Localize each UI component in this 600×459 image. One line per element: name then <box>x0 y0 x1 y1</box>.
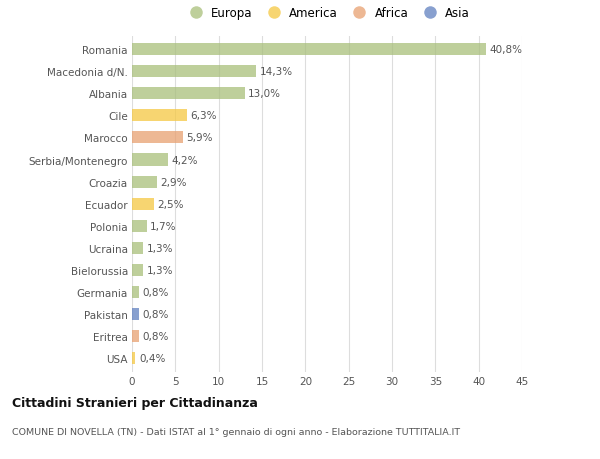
Text: 6,3%: 6,3% <box>190 111 217 121</box>
Text: 4,2%: 4,2% <box>172 155 199 165</box>
Text: 1,3%: 1,3% <box>147 243 173 253</box>
Bar <box>132 44 485 56</box>
Text: 0,8%: 0,8% <box>142 309 169 319</box>
Bar <box>132 198 154 210</box>
Text: 0,4%: 0,4% <box>139 353 166 364</box>
Text: 14,3%: 14,3% <box>259 67 293 77</box>
Text: 0,8%: 0,8% <box>142 287 169 297</box>
Bar <box>132 66 256 78</box>
Text: 2,5%: 2,5% <box>157 199 184 209</box>
Bar <box>132 308 139 320</box>
Text: 40,8%: 40,8% <box>489 45 522 55</box>
Bar <box>132 110 187 122</box>
Text: 1,7%: 1,7% <box>150 221 176 231</box>
Bar <box>132 220 147 232</box>
Bar <box>132 154 169 166</box>
Text: 2,9%: 2,9% <box>161 177 187 187</box>
Text: 1,3%: 1,3% <box>147 265 173 275</box>
Bar <box>132 353 136 364</box>
Text: 0,8%: 0,8% <box>142 331 169 341</box>
Bar <box>132 330 139 342</box>
Text: Cittadini Stranieri per Cittadinanza: Cittadini Stranieri per Cittadinanza <box>12 396 258 409</box>
Text: COMUNE DI NOVELLA (TN) - Dati ISTAT al 1° gennaio di ogni anno - Elaborazione TU: COMUNE DI NOVELLA (TN) - Dati ISTAT al 1… <box>12 427 460 436</box>
Bar <box>132 264 143 276</box>
Text: 13,0%: 13,0% <box>248 89 281 99</box>
Bar <box>132 132 183 144</box>
Bar <box>132 88 245 100</box>
Bar <box>132 176 157 188</box>
Bar <box>132 242 143 254</box>
Bar <box>132 286 139 298</box>
Legend: Europa, America, Africa, Asia: Europa, America, Africa, Asia <box>179 2 475 25</box>
Text: 5,9%: 5,9% <box>187 133 213 143</box>
